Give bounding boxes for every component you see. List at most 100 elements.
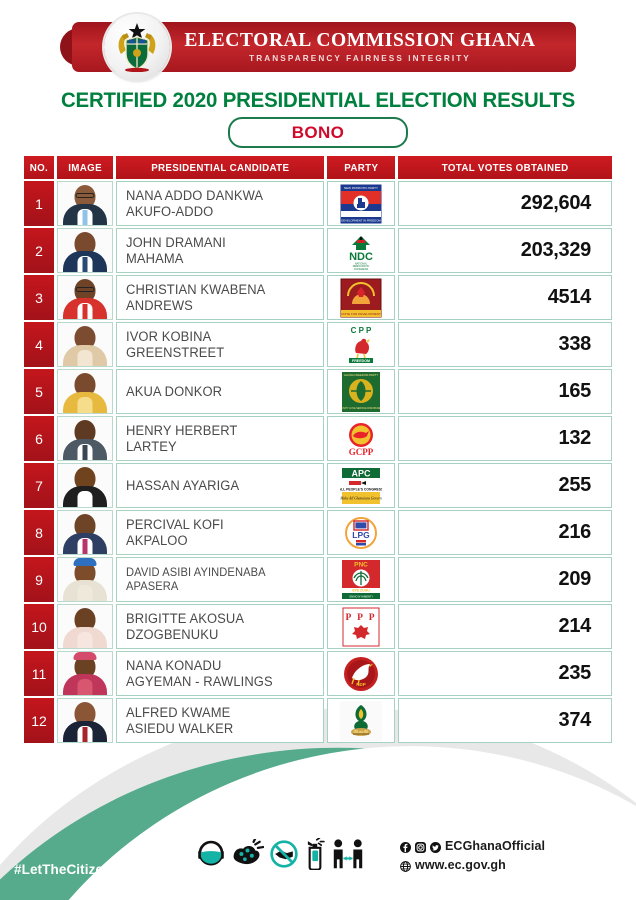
candidate-name-cell: JOHN DRAMANI MAHAMA [116, 228, 324, 273]
candidate-name: IVOR KOBINA GREENSTREET [126, 329, 225, 360]
table-row: 6 HENRY HERBERT LARTEY GCPP 132 [24, 416, 612, 461]
results-table: NO. IMAGE PRESIDENTIAL CANDIDATE PARTY T… [24, 156, 612, 743]
globe-icon[interactable] [400, 859, 411, 872]
svg-text:DEMOCRATIC: DEMOCRATIC [353, 265, 370, 268]
candidate-photo [58, 182, 112, 225]
row-number: 6 [24, 416, 54, 461]
facebook-icon[interactable] [400, 840, 411, 853]
pnc-logo-icon: PNC EYE ZUGU ENNO NYAMENTI [340, 559, 382, 600]
column-header-votes: TOTAL VOTES OBTAINED [398, 156, 612, 179]
svg-text:Make All Ghanaians Govern: Make All Ghanaians Govern [340, 496, 382, 500]
social-handle-line[interactable]: ECGhanaOfficial [400, 836, 590, 855]
svg-text:UNITE FOR DEVELOPMENT: UNITE FOR DEVELOPMENT [341, 312, 381, 316]
votes-cell: 132 [398, 416, 612, 461]
instagram-icon[interactable] [415, 840, 426, 853]
party-logo-cell: GCPP [327, 416, 395, 461]
votes-value: 216 [558, 521, 592, 543]
table-row: 12 ALFRED KWAME ASIEDU WALKER 374 [24, 698, 612, 743]
votes-cell: 4514 [398, 275, 612, 320]
apc-logo-icon: APC ALL PEOPLE'S CONGRESS Make All Ghanaia… [340, 466, 382, 506]
svg-text:FREEDOM: FREEDOM [352, 358, 370, 362]
candidate-image-cell [57, 698, 113, 743]
svg-text:EYE ZUGU: EYE ZUGU [352, 588, 370, 592]
votes-cell: 235 [398, 651, 612, 696]
party-logo-cell: P P P [327, 604, 395, 649]
website-line[interactable]: www.ec.gov.gh [400, 855, 590, 874]
table-row: 5 AKUA DONKOR GHANA FREEDOM PARTY UNITY LOV… [24, 369, 612, 414]
row-number: 9 [24, 557, 54, 602]
svg-text:APC: APC [351, 468, 371, 478]
candidate-image-cell [57, 416, 113, 461]
organization-tagline: TRANSPARENCY FAIRNESS INTEGRITY [249, 54, 471, 64]
header-banner: ELECTORAL COMMISSION GHANA TRANSPARENCY … [0, 14, 636, 80]
column-header-image: IMAGE [57, 156, 113, 179]
svg-text:ENNO NYAMENTI: ENNO NYAMENTI [349, 594, 372, 598]
party-logo-cell: NEW PATRIOTIC PARTY DEVELOPMENT IN FREEDO… [327, 181, 395, 226]
votes-cell: 374 [398, 698, 612, 743]
candidate-name-cell: AKUA DONKOR [116, 369, 324, 414]
party-logo-cell: GHANA FREEDOM PARTY UNITY LOVE SERVICE DI… [327, 369, 395, 414]
candidate-name-cell: PERCIVAL KOFI AKPALOO [116, 510, 324, 555]
candidate-name: BRIGITTE AKOSUA DZOGBENUKU [126, 611, 245, 642]
table-row: 8 PERCIVAL KOFI AKPALOO LPG 216 [24, 510, 612, 555]
svg-text:UNITY LOVE SERVICE DISCIPLINE: UNITY LOVE SERVICE DISCIPLINE [341, 407, 381, 410]
table-body: 1 NANA ADDO DANKWA AKUFO-ADDO NEW PATRIOTI… [24, 181, 612, 743]
region-badge: BONO [228, 117, 408, 148]
svg-text:NATIONAL: NATIONAL [355, 262, 368, 265]
covid-safety-icons [196, 834, 396, 878]
svg-text:ALL PEOPLE'S CONGRESS: ALL PEOPLE'S CONGRESS [340, 487, 382, 491]
banner-text-block: ELECTORAL COMMISSION GHANA TRANSPARENCY … [150, 22, 570, 72]
party-logo-cell: LPG [327, 510, 395, 555]
votes-cell: 292,604 [398, 181, 612, 226]
face-mask-icon [196, 839, 226, 874]
votes-value: 338 [558, 333, 592, 355]
votes-cell: 338 [398, 322, 612, 367]
twitter-icon[interactable] [430, 840, 441, 853]
candidate-name-cell: CHRISTIAN KWABENA ANDREWS [116, 275, 324, 320]
svg-text:C P P: C P P [351, 326, 372, 335]
votes-cell: 216 [398, 510, 612, 555]
votes-value: 203,329 [520, 239, 592, 261]
svg-text:GHANA FREEDOM PARTY: GHANA FREEDOM PARTY [344, 373, 379, 377]
table-row: 9 DAVID ASIBI AYINDENABA APASERA PNC EYE ZU… [24, 557, 612, 602]
candidate-image-cell [57, 651, 113, 696]
row-number: 5 [24, 369, 54, 414]
svg-text:NEW PATRIOTIC PARTY: NEW PATRIOTIC PARTY [344, 186, 378, 190]
candidate-name-cell: ALFRED KWAME ASIEDU WALKER [116, 698, 324, 743]
candidate-photo [58, 605, 112, 648]
votes-cell: 214 [398, 604, 612, 649]
candidate-name-cell: IVOR KOBINA GREENSTREET [116, 322, 324, 367]
hashtag-text: #LetTheCitizenKnow [14, 862, 149, 877]
svg-text:PNC: PNC [354, 561, 368, 568]
table-row: 10 BRIGITTE AKOSUA DZOGBENUKU P P P 214 [24, 604, 612, 649]
party-logo-cell: UNITE FOR DEVELOPMENT [327, 275, 395, 320]
table-row: 1 NANA ADDO DANKWA AKUFO-ADDO NEW PATRIOTI… [24, 181, 612, 226]
row-number: 7 [24, 463, 54, 508]
party-logo-cell: NDP [327, 651, 395, 696]
candidate-image-cell [57, 604, 113, 649]
votes-value: 235 [558, 662, 592, 684]
candidate-photo [58, 652, 112, 695]
row-number: 1 [24, 181, 54, 226]
votes-value: 255 [558, 474, 592, 496]
candidate-name: JOHN DRAMANI MAHAMA [126, 235, 226, 266]
row-number: 8 [24, 510, 54, 555]
candidate-name-cell: BRIGITTE AKOSUA DZOGBENUKU [116, 604, 324, 649]
gum-logo-icon: UNITE FOR DEVELOPMENT [340, 278, 382, 318]
social-handle-text: ECGhanaOfficial [445, 838, 546, 853]
social-distance-icon [331, 838, 365, 875]
votes-cell: 165 [398, 369, 612, 414]
votes-value: 4514 [547, 286, 592, 308]
candidate-name: HASSAN AYARIGA [126, 477, 240, 493]
party-logo-cell: C P P FREEDOM [327, 322, 395, 367]
social-media-block: ECGhanaOfficial www.ec.gov.gh [400, 836, 590, 874]
candidate-name-cell: DAVID ASIBI AYINDENABA APASERA [116, 557, 324, 602]
column-header-party: PARTY [327, 156, 395, 179]
candidate-image-cell [57, 181, 113, 226]
party-logo-cell [327, 698, 395, 743]
gcpp-logo-icon: GCPP [340, 418, 382, 459]
candidate-image-cell [57, 275, 113, 320]
svg-text:LPG: LPG [352, 530, 370, 540]
candidate-photo [58, 229, 112, 272]
